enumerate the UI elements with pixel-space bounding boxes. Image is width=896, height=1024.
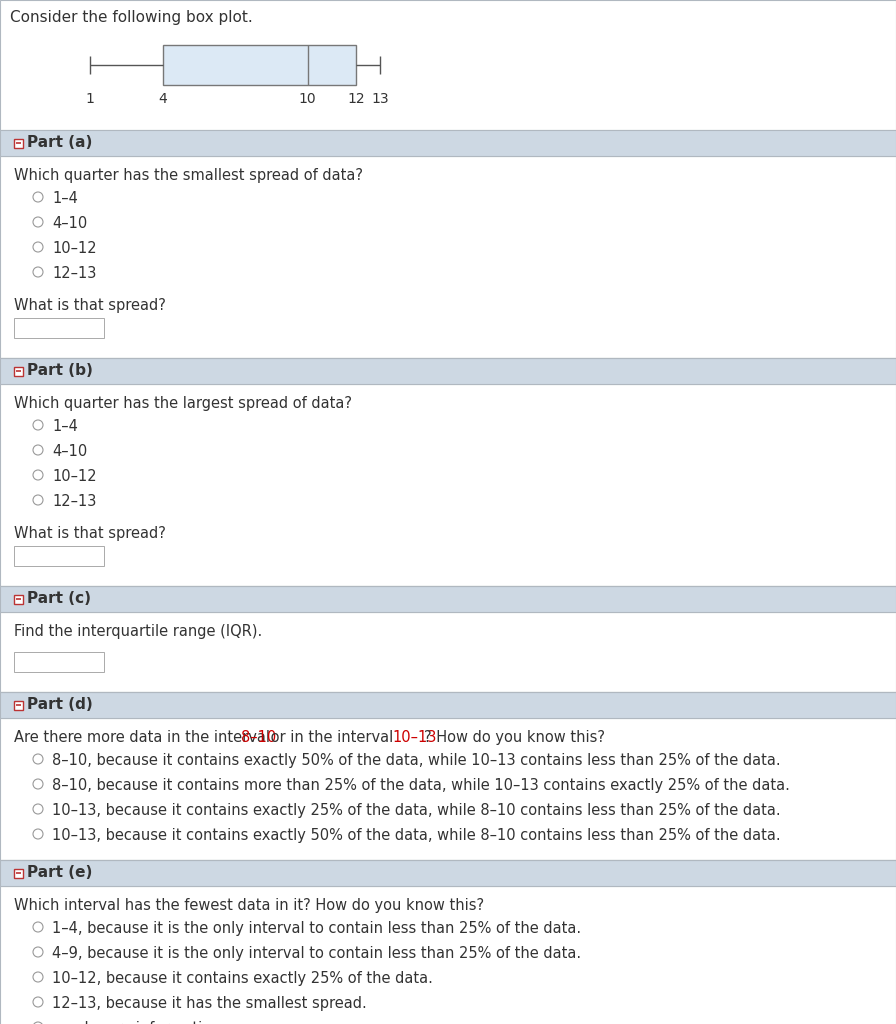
Text: or in the interval: or in the interval [266, 730, 398, 745]
Bar [0, 358, 896, 384]
Text: 12–13, because it has the smallest spread.: 12–13, because it has the smallest sprea… [52, 996, 366, 1011]
Bar [0, 586, 896, 612]
Circle shape [33, 829, 43, 839]
Text: Part (d): Part (d) [27, 697, 93, 712]
Bar [14, 652, 104, 672]
Circle shape [33, 754, 43, 764]
Text: Consider the following box plot.: Consider the following box plot. [10, 10, 253, 25]
Text: 13: 13 [371, 92, 389, 106]
Text: What is that spread?: What is that spread? [14, 298, 166, 313]
Circle shape [33, 420, 43, 430]
Text: 4–9, because it is the only interval to contain less than 25% of the data.: 4–9, because it is the only interval to … [52, 946, 582, 961]
Text: 10–13, because it contains exactly 50% of the data, while 8–10 contains less tha: 10–13, because it contains exactly 50% o… [52, 828, 780, 843]
Text: 10–13, because it contains exactly 25% of the data, while 8–10 contains less tha: 10–13, because it contains exactly 25% o… [52, 803, 780, 818]
Circle shape [33, 495, 43, 505]
Text: 10: 10 [298, 92, 316, 106]
Text: What is that spread?: What is that spread? [14, 526, 166, 541]
Bar [0, 692, 896, 718]
Bar [0, 156, 896, 358]
Circle shape [33, 997, 43, 1007]
Text: 1–4, because it is the only interval to contain less than 25% of the data.: 1–4, because it is the only interval to … [52, 921, 582, 936]
Text: 10–12, because it contains exactly 25% of the data.: 10–12, because it contains exactly 25% o… [52, 971, 433, 986]
Bar [0, 130, 896, 156]
Text: 12: 12 [347, 92, 365, 106]
Bar [14, 546, 104, 566]
Circle shape [33, 193, 43, 202]
Bar [0, 860, 896, 886]
Text: 1–4: 1–4 [52, 191, 78, 206]
Text: Are there more data in the interval: Are there more data in the interval [14, 730, 275, 745]
Circle shape [33, 267, 43, 278]
Bar [0, 718, 896, 860]
Circle shape [33, 242, 43, 252]
Bar [0, 886, 896, 1024]
Bar [14, 700, 23, 710]
Text: Find the interquartile range (IQR).: Find the interquartile range (IQR). [14, 624, 263, 639]
Circle shape [33, 947, 43, 957]
Text: Which quarter has the largest spread of data?: Which quarter has the largest spread of … [14, 396, 352, 411]
Text: Part (c): Part (c) [27, 591, 91, 606]
Text: 1–4: 1–4 [52, 419, 78, 434]
Text: 12–13: 12–13 [52, 494, 97, 509]
Text: Which quarter has the smallest spread of data?: Which quarter has the smallest spread of… [14, 168, 363, 183]
Text: 4: 4 [158, 92, 167, 106]
Text: need more information: need more information [52, 1021, 220, 1024]
Bar [0, 0, 896, 130]
Text: 8–10, because it contains exactly 50% of the data, while 10–13 contains less tha: 8–10, because it contains exactly 50% of… [52, 753, 780, 768]
Text: 10–13: 10–13 [392, 730, 436, 745]
Bar [14, 138, 23, 147]
Text: ? How do you know this?: ? How do you know this? [424, 730, 605, 745]
Circle shape [33, 1022, 43, 1024]
Bar [14, 367, 23, 376]
Circle shape [33, 217, 43, 227]
Text: 8–10: 8–10 [241, 730, 276, 745]
Bar [0, 384, 896, 586]
Circle shape [33, 470, 43, 480]
Text: 1: 1 [85, 92, 94, 106]
Circle shape [33, 972, 43, 982]
Text: Which interval has the fewest data in it? How do you know this?: Which interval has the fewest data in it… [14, 898, 484, 913]
Bar [14, 868, 23, 878]
Text: 10–12: 10–12 [52, 241, 97, 256]
Text: Part (b): Part (b) [27, 362, 93, 378]
Text: 8–10, because it contains more than 25% of the data, while 10–13 contains exactl: 8–10, because it contains more than 25% … [52, 778, 790, 793]
Text: 4–10: 4–10 [52, 444, 87, 459]
Bar [14, 318, 104, 338]
Circle shape [33, 445, 43, 455]
Circle shape [33, 804, 43, 814]
Bar [0, 612, 896, 692]
Text: Part (e): Part (e) [27, 865, 92, 880]
Circle shape [33, 779, 43, 790]
Text: Part (a): Part (a) [27, 135, 92, 150]
Text: 4–10: 4–10 [52, 216, 87, 231]
Text: 12–13: 12–13 [52, 266, 97, 281]
Bar [14, 595, 23, 603]
Text: 10–12: 10–12 [52, 469, 97, 484]
Bar [162, 45, 356, 85]
Circle shape [33, 922, 43, 932]
